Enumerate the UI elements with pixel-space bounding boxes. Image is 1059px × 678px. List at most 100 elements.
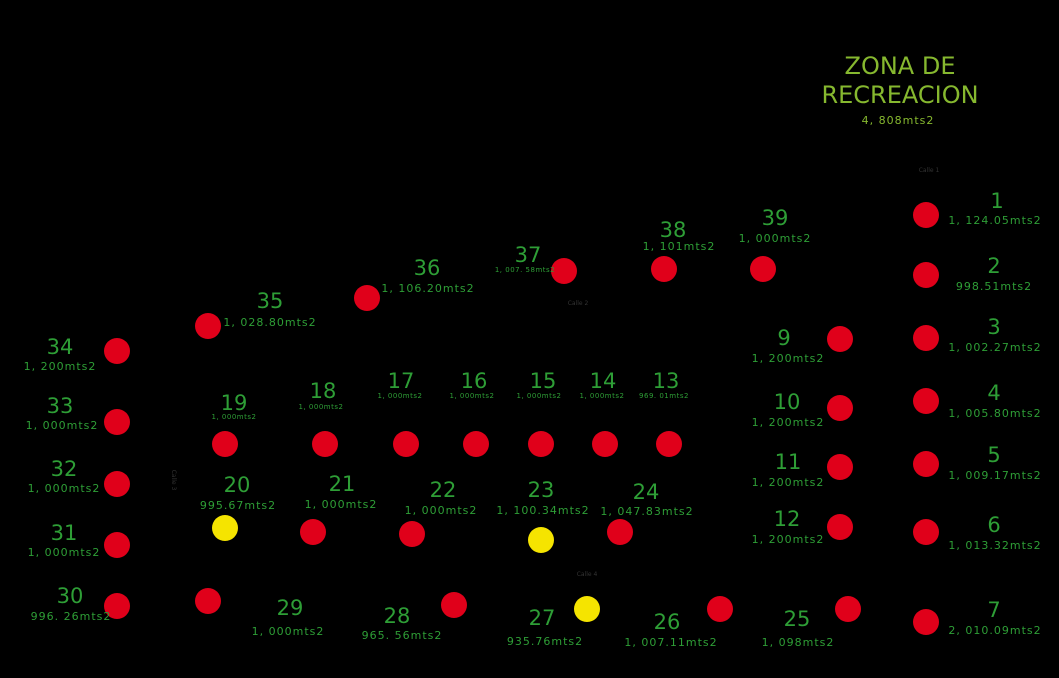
lot-39[interactable]: 39 1, 000mts2 xyxy=(739,206,812,282)
lot-6[interactable]: 6 1, 013.32mts2 xyxy=(913,513,1042,552)
lot-17[interactable]: 17 1, 000mts2 xyxy=(378,369,423,457)
lot-30[interactable]: 30 996. 26mts2 xyxy=(31,584,130,623)
lot-marker[interactable] xyxy=(835,596,861,622)
lot-area: 1, 098mts2 xyxy=(762,636,835,649)
lot-9[interactable]: 9 1, 200mts2 xyxy=(752,326,853,365)
lot-number: 24 xyxy=(633,480,660,504)
lot-marker[interactable] xyxy=(707,596,733,622)
lot-marker[interactable] xyxy=(827,454,853,480)
lot-marker[interactable] xyxy=(212,515,238,541)
street-label-calle1: Calle 1 xyxy=(919,167,940,174)
lot-number: 5 xyxy=(987,443,1000,467)
lot-marker[interactable] xyxy=(300,519,326,545)
lot-5[interactable]: 5 1, 009.17mts2 xyxy=(913,443,1042,482)
lot-marker[interactable] xyxy=(574,596,600,622)
lot-36[interactable]: 36 1, 106.20mts2 xyxy=(354,256,475,311)
lot-25[interactable]: 25 1, 098mts2 xyxy=(762,596,861,649)
lot-3[interactable]: 3 1, 002.27mts2 xyxy=(913,315,1042,354)
lot-marker[interactable] xyxy=(441,592,467,618)
lot-number: 39 xyxy=(762,206,789,230)
lot-marker[interactable] xyxy=(528,527,554,553)
lot-marker[interactable] xyxy=(354,285,380,311)
lot-22[interactable]: 22 1, 000mts2 xyxy=(399,478,477,547)
lot-28[interactable]: 28 965. 56mts2 xyxy=(362,592,467,642)
lot-number: 25 xyxy=(784,607,811,631)
lot-marker[interactable] xyxy=(195,588,221,614)
lot-27[interactable]: 27 935.76mts2 xyxy=(507,596,600,648)
lot-marker[interactable] xyxy=(312,431,338,457)
lot-14[interactable]: 14 1, 000mts2 xyxy=(580,369,625,457)
lot-19[interactable]: 19 1, 000mts2 xyxy=(212,391,257,457)
street-label-calle3: Calle 3 xyxy=(170,470,177,491)
lot-marker[interactable] xyxy=(399,521,425,547)
lot-marker[interactable] xyxy=(913,451,939,477)
lot-marker[interactable] xyxy=(104,532,130,558)
recreation-zone[interactable]: ZONA DE RECREACION 4, 808mts2 xyxy=(821,52,978,127)
lot-number: 15 xyxy=(530,369,557,393)
lot-12[interactable]: 12 1, 200mts2 xyxy=(752,507,853,546)
lot-number: 35 xyxy=(257,289,284,313)
lot-marker[interactable] xyxy=(607,519,633,545)
lot-34[interactable]: 34 1, 200mts2 xyxy=(24,335,130,373)
lot-area: 1, 000mts2 xyxy=(305,498,378,511)
lot-number: 31 xyxy=(51,521,78,545)
lot-21[interactable]: 21 1, 000mts2 xyxy=(300,472,377,545)
lot-23[interactable]: 23 1, 100.34mts2 xyxy=(496,478,589,553)
lot-37[interactable]: 37 1, 007. 58mts2 xyxy=(495,243,577,284)
lot-marker[interactable] xyxy=(551,258,577,284)
lot-marker[interactable] xyxy=(104,409,130,435)
lot-10[interactable]: 10 1, 200mts2 xyxy=(752,390,853,429)
lot-marker[interactable] xyxy=(913,325,939,351)
lot-marker[interactable] xyxy=(913,202,939,228)
lot-31[interactable]: 31 1, 000mts2 xyxy=(28,521,130,559)
lot-marker[interactable] xyxy=(528,431,554,457)
lot-marker[interactable] xyxy=(592,431,618,457)
lot-marker[interactable] xyxy=(913,609,939,635)
lot-area: 1, 100.34mts2 xyxy=(496,504,589,517)
lot-number: 21 xyxy=(329,472,356,496)
lot-15[interactable]: 15 1, 000mts2 xyxy=(517,369,562,457)
lot-marker[interactable] xyxy=(393,431,419,457)
lot-20[interactable]: 20 995.67mts2 xyxy=(200,473,276,541)
lot-18[interactable]: 18 1, 000mts2 xyxy=(299,379,344,457)
lot-marker[interactable] xyxy=(651,256,677,282)
lot-marker[interactable] xyxy=(913,519,939,545)
zone-title-line1: ZONA DE xyxy=(845,52,956,80)
lot-35[interactable]: 35 1, 028.80mts2 xyxy=(195,289,317,339)
lot-33[interactable]: 33 1, 000mts2 xyxy=(26,394,130,435)
lot-area: 1, 000mts2 xyxy=(378,392,423,400)
lot-number: 3 xyxy=(987,315,1000,339)
lot-16[interactable]: 16 1, 000mts2 xyxy=(450,369,495,457)
lot-marker[interactable] xyxy=(104,593,130,619)
lot-32[interactable]: 32 1, 000mts2 xyxy=(28,457,130,497)
lot-marker[interactable] xyxy=(827,326,853,352)
lot-26[interactable]: 26 1, 007.11mts2 xyxy=(624,596,733,649)
lot-marker[interactable] xyxy=(656,431,682,457)
lot-marker[interactable] xyxy=(212,431,238,457)
lot-marker[interactable] xyxy=(750,256,776,282)
lot-29[interactable]: 29 1, 000mts2 xyxy=(195,588,324,638)
lot-area: 996. 26mts2 xyxy=(31,610,112,623)
lot-4[interactable]: 4 1, 005.80mts2 xyxy=(913,381,1042,420)
lot-area: 969. 01mts2 xyxy=(639,392,689,400)
lot-number: 14 xyxy=(590,369,617,393)
lot-13[interactable]: 13 969. 01mts2 xyxy=(639,369,689,457)
lot-24[interactable]: 24 1, 047.83mts2 xyxy=(600,480,693,545)
lot-area: 995.67mts2 xyxy=(200,499,276,512)
lot-11[interactable]: 11 1, 200mts2 xyxy=(752,450,853,489)
lot-38[interactable]: 38 1, 101mts2 xyxy=(643,218,716,282)
lot-area: 1, 007. 58mts2 xyxy=(495,266,555,274)
lot-1[interactable]: 1 1, 124.05mts2 xyxy=(913,189,1042,228)
lot-marker[interactable] xyxy=(463,431,489,457)
lot-2[interactable]: 2 998.51mts2 xyxy=(913,254,1032,293)
lot-area: 1, 000mts2 xyxy=(405,504,478,517)
lot-marker[interactable] xyxy=(827,514,853,540)
lot-area: 1, 200mts2 xyxy=(752,352,825,365)
lot-marker[interactable] xyxy=(913,388,939,414)
lot-marker[interactable] xyxy=(913,262,939,288)
lot-7[interactable]: 7 2, 010.09mts2 xyxy=(913,598,1042,637)
lot-marker[interactable] xyxy=(195,313,221,339)
lot-marker[interactable] xyxy=(104,471,130,497)
lot-marker[interactable] xyxy=(104,338,130,364)
lot-marker[interactable] xyxy=(827,395,853,421)
